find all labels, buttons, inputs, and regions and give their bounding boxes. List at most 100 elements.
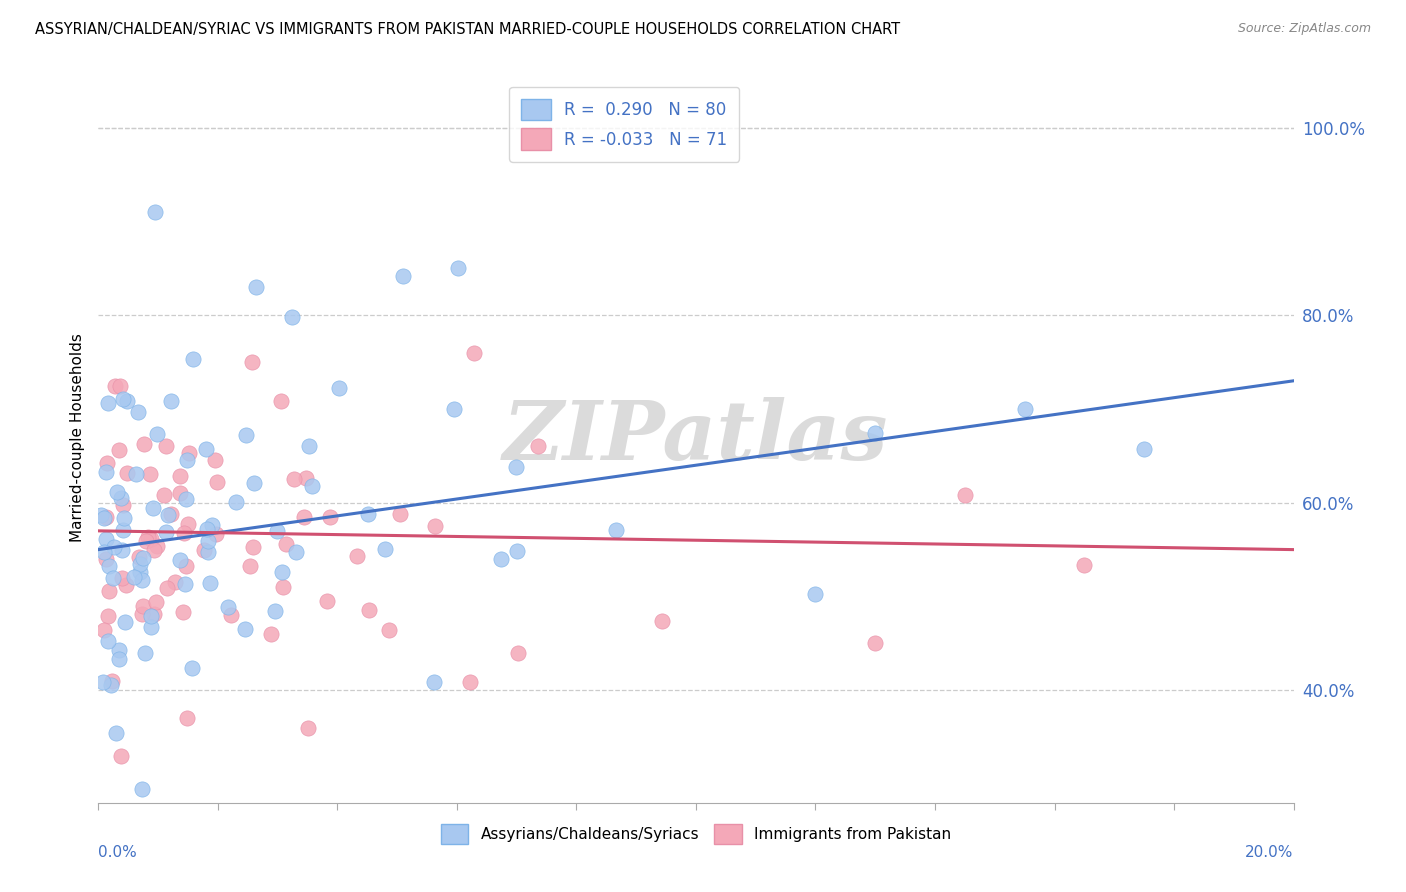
- Point: [111, 523, 134, 537]
- Point: [131, 782, 153, 797]
- Point: [378, 623, 401, 637]
- Point: [93, 624, 115, 638]
- Point: [233, 622, 256, 636]
- Point: [96, 533, 118, 547]
- Point: [141, 620, 163, 634]
- Point: [315, 594, 337, 608]
- Point: [146, 427, 169, 442]
- Point: [239, 558, 262, 573]
- Point: [125, 467, 148, 481]
- Point: [266, 524, 288, 539]
- Point: [174, 492, 197, 507]
- Point: [292, 510, 315, 524]
- Text: Source: ZipAtlas.com: Source: ZipAtlas.com: [1237, 22, 1371, 36]
- Point: [117, 466, 139, 480]
- Point: [134, 646, 156, 660]
- Point: [139, 467, 162, 482]
- Text: ZIPatlas: ZIPatlas: [503, 397, 889, 477]
- Point: [301, 478, 323, 492]
- Point: [128, 550, 150, 565]
- Point: [169, 485, 191, 500]
- Point: [101, 674, 124, 689]
- Point: [283, 472, 305, 486]
- Point: [173, 577, 195, 591]
- Point: [146, 539, 169, 553]
- Point: [128, 558, 150, 572]
- Point: [155, 439, 177, 453]
- Point: [506, 544, 529, 558]
- Point: [132, 551, 155, 566]
- Point: [205, 526, 228, 541]
- Point: [114, 615, 136, 629]
- Point: [94, 551, 117, 566]
- Point: [605, 523, 627, 537]
- Point: [319, 510, 342, 524]
- Point: [103, 540, 125, 554]
- Point: [195, 522, 218, 536]
- Point: [491, 551, 513, 566]
- Point: [111, 392, 134, 407]
- Point: [181, 661, 204, 675]
- Text: 20.0%: 20.0%: [1246, 845, 1294, 860]
- Point: [132, 436, 155, 450]
- Point: [115, 394, 138, 409]
- Point: [94, 510, 117, 524]
- Point: [93, 511, 115, 525]
- Point: [359, 602, 381, 616]
- Point: [155, 524, 177, 539]
- Point: [298, 439, 321, 453]
- Point: [804, 587, 827, 601]
- Point: [181, 352, 204, 367]
- Point: [97, 583, 120, 598]
- Point: [1073, 558, 1095, 573]
- Point: [93, 545, 115, 559]
- Point: [96, 456, 118, 470]
- Point: [160, 508, 183, 522]
- Point: [132, 599, 155, 613]
- Point: [423, 518, 446, 533]
- Point: [169, 468, 191, 483]
- Point: [328, 382, 350, 396]
- Point: [389, 507, 412, 521]
- Point: [112, 499, 135, 513]
- Point: [152, 487, 174, 501]
- Point: [97, 634, 120, 648]
- Point: [145, 595, 167, 609]
- Point: [98, 559, 121, 574]
- Point: [460, 675, 482, 690]
- Point: [143, 205, 166, 219]
- Point: [135, 533, 157, 548]
- Point: [508, 646, 530, 660]
- Point: [111, 571, 134, 585]
- Point: [346, 549, 368, 564]
- Point: [245, 280, 267, 294]
- Point: [271, 580, 294, 594]
- Point: [107, 652, 129, 666]
- Point: [263, 604, 285, 618]
- Legend: Assyrians/Chaldeans/Syriacs, Immigrants from Pakistan: Assyrians/Chaldeans/Syriacs, Immigrants …: [434, 818, 957, 850]
- Point: [392, 268, 415, 283]
- Point: [274, 537, 297, 551]
- Point: [194, 442, 217, 456]
- Point: [176, 453, 198, 467]
- Point: [1133, 442, 1156, 457]
- Point: [447, 261, 470, 276]
- Point: [422, 675, 444, 690]
- Point: [139, 533, 162, 547]
- Point: [1014, 402, 1036, 417]
- Point: [108, 378, 131, 392]
- Point: [172, 605, 194, 619]
- Point: [131, 607, 153, 621]
- Point: [127, 405, 149, 419]
- Point: [114, 510, 136, 524]
- Point: [235, 427, 257, 442]
- Point: [173, 526, 195, 541]
- Text: 0.0%: 0.0%: [98, 845, 138, 860]
- Point: [90, 508, 112, 523]
- Point: [865, 636, 887, 650]
- Point: [953, 488, 976, 502]
- Point: [143, 543, 166, 558]
- Point: [243, 476, 266, 491]
- Point: [176, 711, 198, 725]
- Point: [128, 565, 150, 579]
